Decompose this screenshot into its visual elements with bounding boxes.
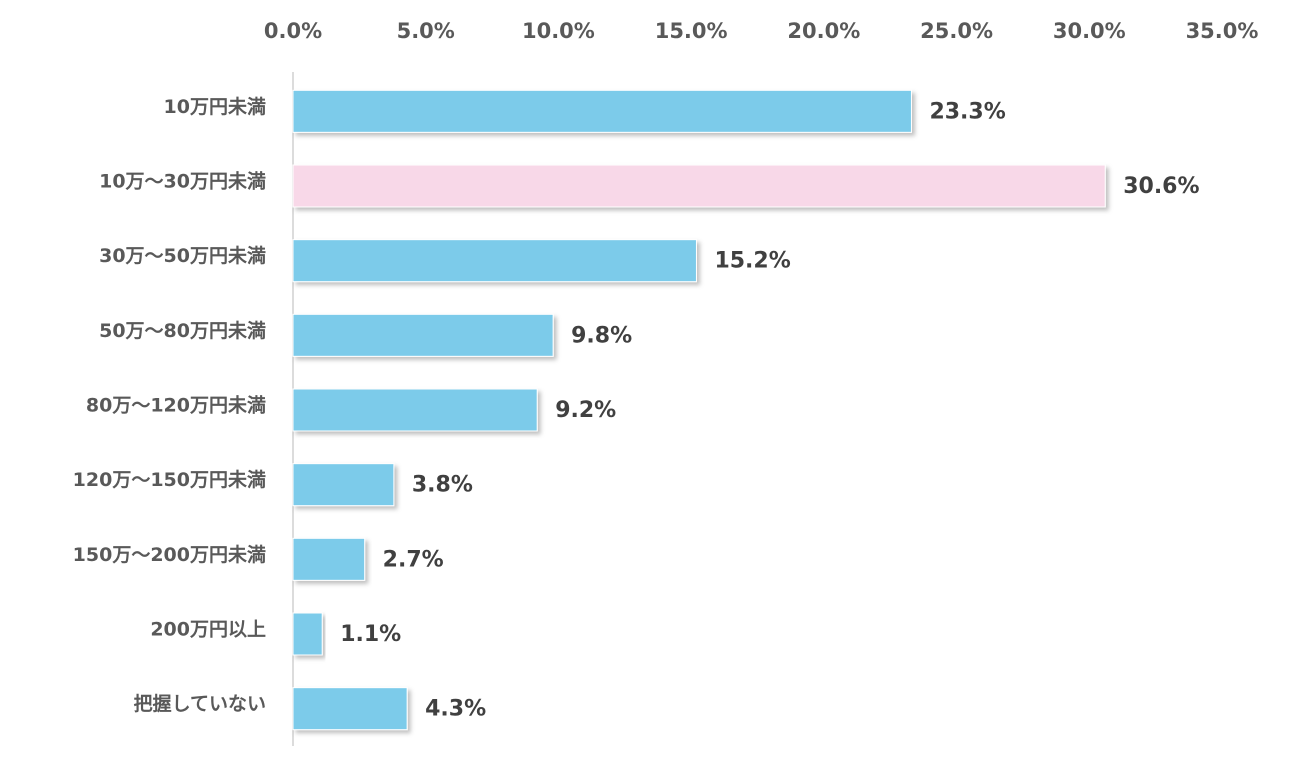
- y-tick-label: 150万～200万円未満: [73, 543, 266, 566]
- value-label: 23.3%: [929, 99, 1005, 124]
- x-tick-label: 35.0%: [1186, 19, 1259, 43]
- bar: [292, 463, 395, 507]
- bar: [292, 537, 366, 581]
- bar: [292, 239, 697, 283]
- value-label: 30.6%: [1123, 174, 1199, 199]
- y-tick-label: 10万～30万円未満: [99, 170, 266, 193]
- x-tick-label: 10.0%: [522, 19, 595, 43]
- y-tick-label: 50万～80万円未満: [99, 319, 266, 342]
- value-label: 9.2%: [555, 398, 616, 423]
- value-label: 2.7%: [383, 547, 444, 572]
- bar: [292, 687, 408, 731]
- y-tick-label: 10万円未満: [164, 95, 266, 118]
- bar: [292, 612, 323, 656]
- value-label: 4.3%: [425, 697, 486, 722]
- bar: [292, 313, 554, 357]
- bar: [292, 388, 538, 432]
- y-tick-label: 120万～150万円未満: [73, 468, 266, 491]
- y-tick-label: 80万～120万円未満: [86, 394, 266, 417]
- y-tick-label: 200万円以上: [150, 619, 266, 641]
- value-label: 15.2%: [714, 249, 790, 274]
- x-tick-label: 5.0%: [397, 19, 455, 43]
- value-label: 3.8%: [412, 473, 473, 498]
- x-tick-label: 25.0%: [920, 19, 993, 43]
- x-tick-label: 30.0%: [1053, 19, 1126, 43]
- bar: [292, 89, 912, 133]
- value-label: 1.1%: [340, 622, 401, 647]
- y-tick-label: 30万～50万円未満: [99, 244, 266, 267]
- x-tick-label: 20.0%: [787, 19, 860, 43]
- value-label: 9.8%: [571, 323, 632, 348]
- x-tick-label: 15.0%: [655, 19, 728, 43]
- x-tick-label: 0.0%: [264, 19, 322, 43]
- bar: [292, 164, 1106, 208]
- y-tick-label: 把握していない: [134, 692, 266, 715]
